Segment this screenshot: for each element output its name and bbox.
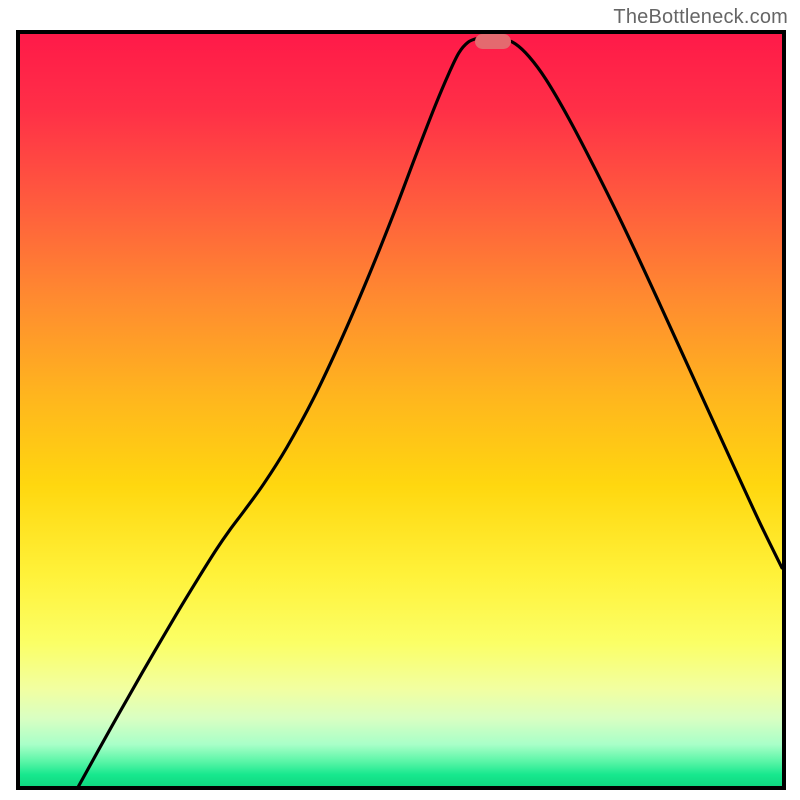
minimum-marker xyxy=(475,34,511,49)
plot-frame xyxy=(16,30,786,790)
background-gradient xyxy=(20,34,782,786)
watermark-text: TheBottleneck.com xyxy=(613,6,788,29)
chart-canvas: TheBottleneck.com xyxy=(0,0,800,800)
